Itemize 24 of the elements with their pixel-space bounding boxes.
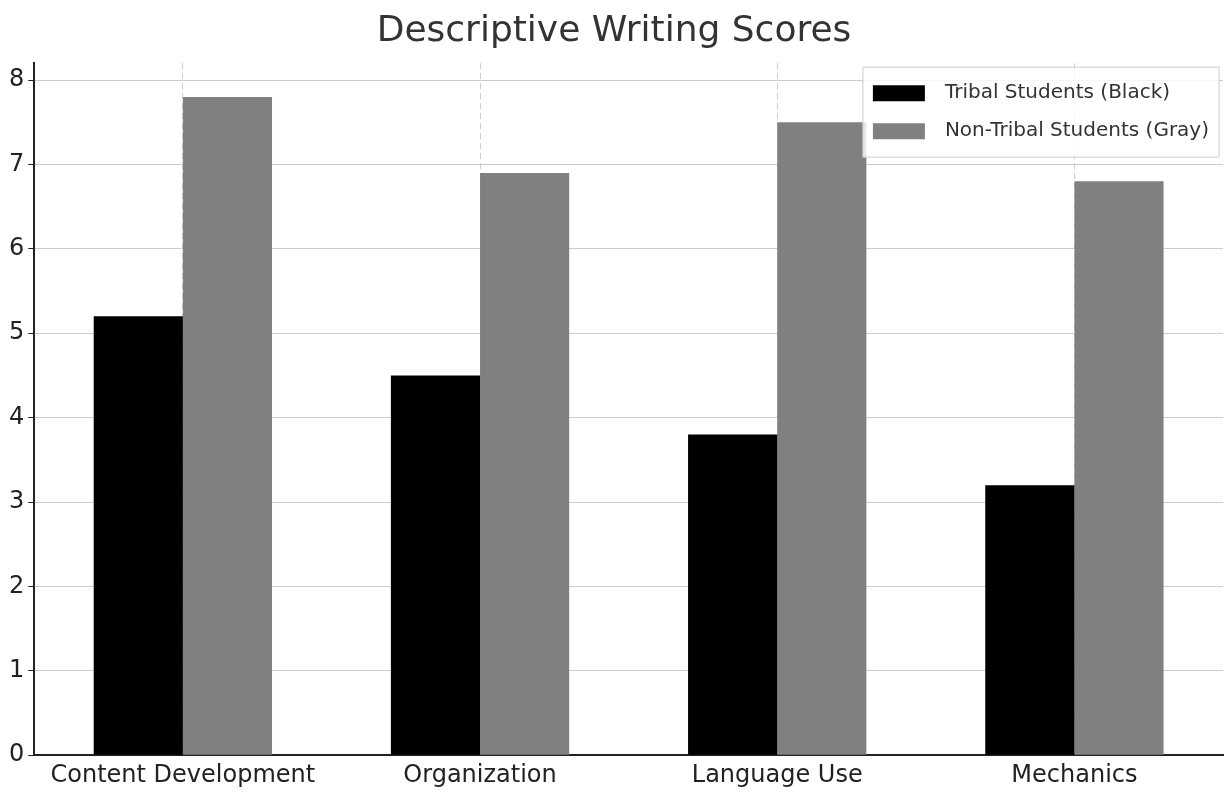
- x-tick-label: Mechanics: [1011, 759, 1138, 788]
- y-tick-label: 6: [8, 233, 25, 262]
- bar: [480, 172, 570, 755]
- legend-label: Tribal Students (Black): [943, 79, 1171, 104]
- y-tick-label: 5: [8, 317, 25, 346]
- y-tick-label: 8: [8, 64, 25, 93]
- legend-label: Non-Tribal Students (Gray): [944, 117, 1210, 142]
- bar: [777, 122, 867, 755]
- y-tick-label: 0: [8, 739, 25, 768]
- bar: [93, 316, 183, 755]
- chart-title: Descriptive Writing Scores: [376, 7, 852, 49]
- y-tick-label: 2: [8, 570, 25, 599]
- x-tick-label: Content Development: [50, 759, 316, 788]
- y-tick-label: 4: [8, 401, 25, 430]
- y-tick-label: 7: [8, 148, 25, 177]
- y-tick-label: 1: [8, 655, 25, 684]
- bar: [390, 375, 481, 755]
- bar: [985, 485, 1075, 755]
- x-tick-label: Language Use: [691, 759, 863, 788]
- bar: [182, 96, 273, 755]
- x-tick-label: Organization: [403, 759, 557, 788]
- y-tick-label: 3: [8, 486, 25, 515]
- bar: [1074, 181, 1164, 755]
- bar: [688, 434, 778, 755]
